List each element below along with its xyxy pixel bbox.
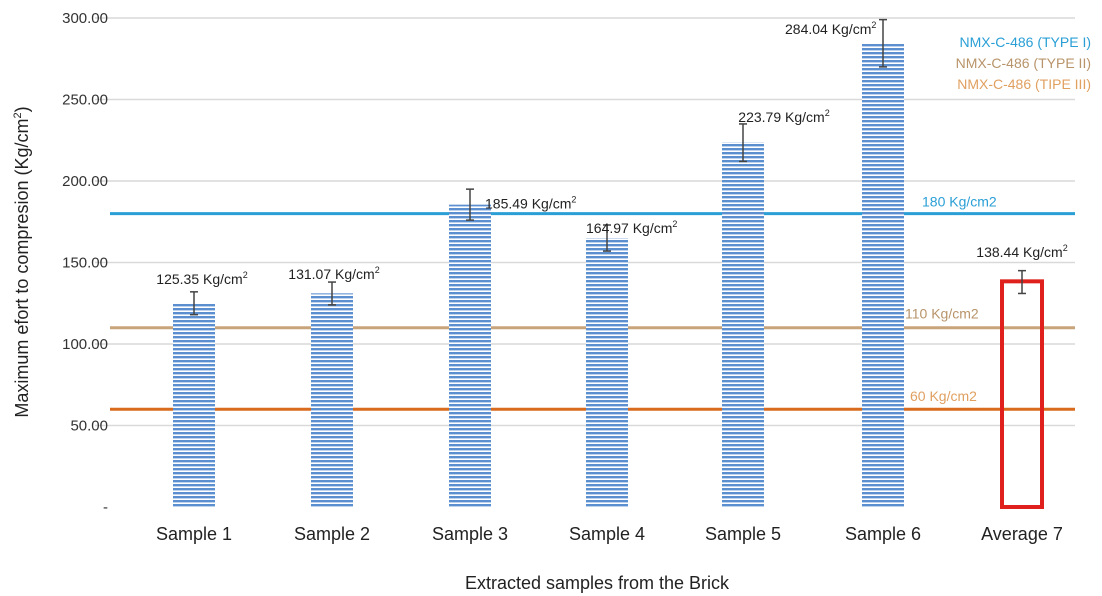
reference-line-label: 110 Kg/cm2 xyxy=(905,306,979,322)
value-label-superscript: 2 xyxy=(1063,243,1068,253)
reference-line-label: 60 Kg/cm2 xyxy=(910,388,977,404)
y-tick-label: 100.00 xyxy=(62,336,108,353)
value-label: 125.35 Kg/cm2 xyxy=(156,270,247,287)
y-tick-label: - xyxy=(103,499,108,516)
labels: Sample 1 125.35 Kg/cm2 Sample 2 131.07 Kg/c… xyxy=(156,20,1068,544)
value-label-superscript: 2 xyxy=(871,20,876,30)
value-label-superscript: 2 xyxy=(672,219,677,229)
legend-entry: NMX-C-486 (TIPE III) xyxy=(957,76,1091,92)
y-tick-label: 150.00 xyxy=(62,255,108,272)
category-label: Sample 5 xyxy=(705,524,781,544)
bar xyxy=(586,238,628,507)
grid-lines: - 50.00 100.00 150.00 200.00 250.00 300.00 xyxy=(62,10,1075,516)
legend-entry: NMX-C-486 (TYPE I) xyxy=(960,34,1091,50)
average-bar xyxy=(1000,279,1044,509)
category-label: Average 7 xyxy=(981,524,1063,544)
value-label: 284.04 Kg/cm2 xyxy=(785,20,876,37)
reference-line-label: 180 Kg/cm2 xyxy=(922,194,997,210)
y-axis-title: Maximum efort to compresion (Kg/cm2) xyxy=(12,106,32,417)
category-label: Sample 3 xyxy=(432,524,508,544)
y-tick-label: 300.00 xyxy=(62,10,108,27)
category-label: Sample 6 xyxy=(845,524,921,544)
category-label: Sample 1 xyxy=(156,524,232,544)
value-label-superscript: 2 xyxy=(375,265,380,275)
value-label: 131.07 Kg/cm2 xyxy=(288,265,379,282)
bar xyxy=(449,204,491,507)
value-label: 164.97 Kg/cm2 xyxy=(586,219,677,236)
y-tick-label: 250.00 xyxy=(62,92,108,109)
category-label: Sample 4 xyxy=(569,524,645,544)
bar xyxy=(311,293,353,507)
value-label: 223.79 Kg/cm2 xyxy=(738,108,829,125)
bar xyxy=(722,142,764,508)
y-tick-label: 200.00 xyxy=(62,173,108,190)
y-tick-label: 50.00 xyxy=(70,418,108,435)
value-label: 138.44 Kg/cm2 xyxy=(976,243,1067,260)
legend: NMX-C-486 (TYPE I) NMX-C-486 (TYPE II) NMX… xyxy=(956,34,1091,92)
bar xyxy=(173,302,215,507)
category-label: Sample 2 xyxy=(294,524,370,544)
value-label-superscript: 2 xyxy=(243,270,248,280)
value-label-superscript: 2 xyxy=(825,108,830,118)
bars xyxy=(173,18,1044,509)
x-axis-title: Extracted samples from the Brick xyxy=(465,573,730,593)
value-label-superscript: 2 xyxy=(571,195,576,205)
legend-entry: NMX-C-486 (TYPE II) xyxy=(956,55,1091,71)
bar xyxy=(862,44,904,507)
value-label: 185.49 Kg/cm2 xyxy=(485,195,576,212)
